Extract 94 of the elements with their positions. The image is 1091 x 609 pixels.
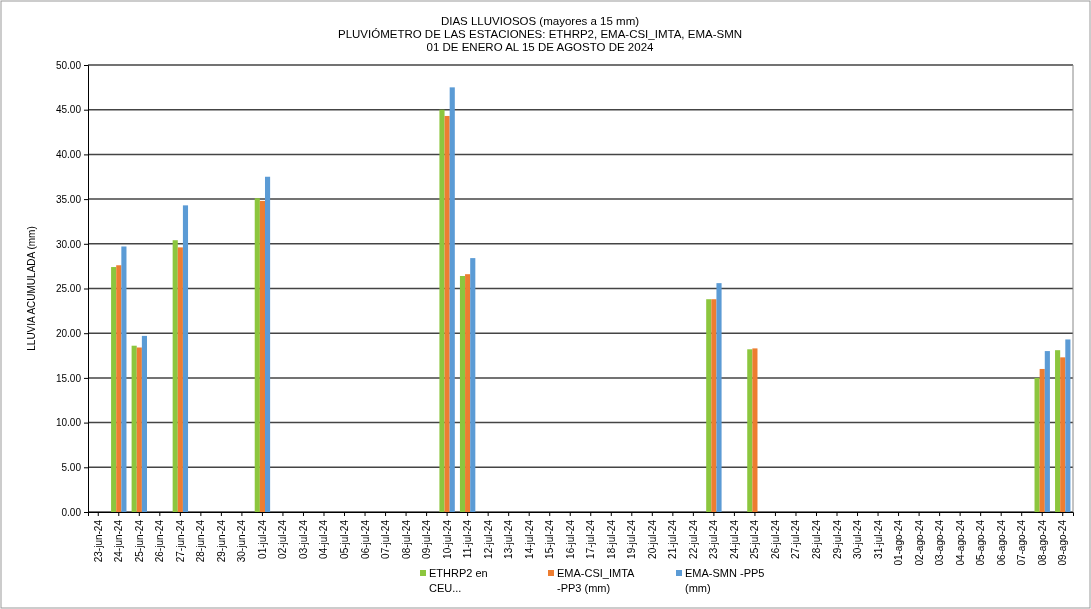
legend-label: ETHRP2 en CEU... xyxy=(429,567,488,594)
y-tick-label: 30.00 xyxy=(55,238,82,250)
x-tick-label: 05-jul-24 xyxy=(339,519,351,559)
x-tick-label: 28-jun-24 xyxy=(195,519,207,563)
x-tick-label: 02-ago-24 xyxy=(913,519,925,566)
x-tick-label: 21-jul-24 xyxy=(667,519,679,559)
x-tick-label: 29-jun-24 xyxy=(215,519,227,563)
x-tick-label: 09-ago-24 xyxy=(1057,519,1069,566)
x-tick-label: 07-jul-24 xyxy=(380,519,392,559)
x-tick-label: 13-jul-24 xyxy=(503,519,515,559)
bar xyxy=(131,345,137,512)
bar xyxy=(752,348,758,512)
x-tick-label: 20-jul-24 xyxy=(646,519,658,559)
x-tick-label: 22-jul-24 xyxy=(687,519,699,559)
x-tick-label: 18-jul-24 xyxy=(605,519,617,559)
chart-title: DIAS LLUVIOSOS (mayores a 15 mm) xyxy=(440,15,640,27)
x-tick-label: 06-ago-24 xyxy=(995,519,1007,566)
y-tick-label: 15.00 xyxy=(55,372,82,384)
x-tick-label: 25-jun-24 xyxy=(133,519,145,563)
legend-label: EMA-SMN -PP5 (mm) xyxy=(685,567,765,594)
bar xyxy=(1039,368,1045,512)
x-tick-label: 23-jul-24 xyxy=(708,519,720,559)
x-tick-label: 08-jul-24 xyxy=(400,519,412,559)
bar xyxy=(1065,339,1071,512)
y-tick-label: 0.00 xyxy=(61,506,82,518)
x-tick-label: 08-ago-24 xyxy=(1036,519,1048,566)
bar xyxy=(182,205,189,512)
y-axis-title: LLUVIA ACUMULADA (mm) xyxy=(26,226,37,351)
bar xyxy=(116,265,122,512)
bar xyxy=(716,283,722,512)
x-tick-label: 29-jul-24 xyxy=(831,519,843,559)
x-tick-label: 17-jul-24 xyxy=(585,519,597,559)
x-tick-label: 03-jul-24 xyxy=(297,519,309,559)
x-tick-label: 23-jun-24 xyxy=(92,519,104,563)
x-tick-label: 19-jul-24 xyxy=(626,519,638,559)
x-tick-label: 31-jul-24 xyxy=(872,519,884,559)
chart-subtitle: PLUVIÓMETRO DE LAS ESTACIONES: ETHRP2, EMA-CSI_IMTA, EMA-SMN 01 DE ENERO AL 15 DE AGOSTO DE 2024 xyxy=(337,28,743,53)
bar xyxy=(111,267,117,512)
x-tick-label: 04-jul-24 xyxy=(318,519,330,559)
y-tick-label: 50.00 xyxy=(55,59,82,71)
y-tick-label: 5.00 xyxy=(61,462,82,473)
bar xyxy=(136,347,142,512)
x-tick-label: 07-ago-24 xyxy=(1016,519,1028,566)
x-tick-label: 30-jun-24 xyxy=(236,519,248,563)
x-tick-label: 24-jul-24 xyxy=(728,519,740,559)
x-tick-label: 15-jul-24 xyxy=(544,519,556,559)
y-tick-label: 20.00 xyxy=(55,327,82,339)
bar xyxy=(465,274,471,512)
bar xyxy=(711,299,717,512)
y-tick-label: 45.00 xyxy=(55,104,82,116)
bar xyxy=(444,115,450,512)
bar xyxy=(141,335,147,512)
bar xyxy=(470,258,476,512)
x-tick-label: 05-ago-24 xyxy=(975,519,987,566)
bar xyxy=(459,275,466,512)
x-tick-label: 12-jul-24 xyxy=(482,519,494,559)
bar xyxy=(1055,350,1061,512)
x-tick-label: 04-ago-24 xyxy=(954,519,966,566)
x-tick-label: 10-jul-24 xyxy=(441,519,453,559)
bar xyxy=(121,246,127,512)
x-tick-label: 02-jul-24 xyxy=(277,519,289,559)
x-tick-label: 01-ago-24 xyxy=(893,519,905,566)
y-tick-label: 25.00 xyxy=(55,283,82,295)
bar xyxy=(1034,377,1040,512)
x-tick-label: 24-jun-24 xyxy=(113,519,125,563)
bar xyxy=(177,247,183,512)
bar xyxy=(1060,357,1066,512)
y-tick-label: 10.00 xyxy=(55,417,82,429)
bar xyxy=(1044,351,1050,512)
x-tick-label: 09-jul-24 xyxy=(421,519,433,559)
x-tick-label: 16-jul-24 xyxy=(564,519,576,559)
x-tick-label: 25-jul-24 xyxy=(749,519,761,559)
y-tick-label: 40.00 xyxy=(55,149,82,161)
legend-label: EMA-CSI_IMTA -PP3 (mm) xyxy=(557,567,636,594)
x-tick-label: 28-jul-24 xyxy=(810,519,822,559)
x-tick-label: 26-jun-24 xyxy=(154,519,166,563)
bar xyxy=(259,200,265,512)
x-tick-label: 26-jul-24 xyxy=(769,519,781,559)
x-tick-label: 27-jul-24 xyxy=(790,519,802,559)
y-tick-label: 35.00 xyxy=(55,193,82,205)
bar xyxy=(706,299,712,512)
bar xyxy=(747,349,753,512)
bar xyxy=(172,240,178,512)
x-tick-label: 03-ago-24 xyxy=(934,519,946,566)
x-tick-label: 27-jun-24 xyxy=(174,519,186,563)
x-tick-label: 11-jul-24 xyxy=(462,519,474,559)
bar xyxy=(449,87,455,512)
x-tick-label: 06-jul-24 xyxy=(359,519,371,559)
bar xyxy=(254,198,260,512)
bar xyxy=(264,176,271,512)
x-tick-label: 01-jul-24 xyxy=(256,519,268,559)
bar xyxy=(439,109,445,512)
x-tick-label: 30-jul-24 xyxy=(852,519,864,559)
x-tick-label: 14-jul-24 xyxy=(523,519,535,559)
